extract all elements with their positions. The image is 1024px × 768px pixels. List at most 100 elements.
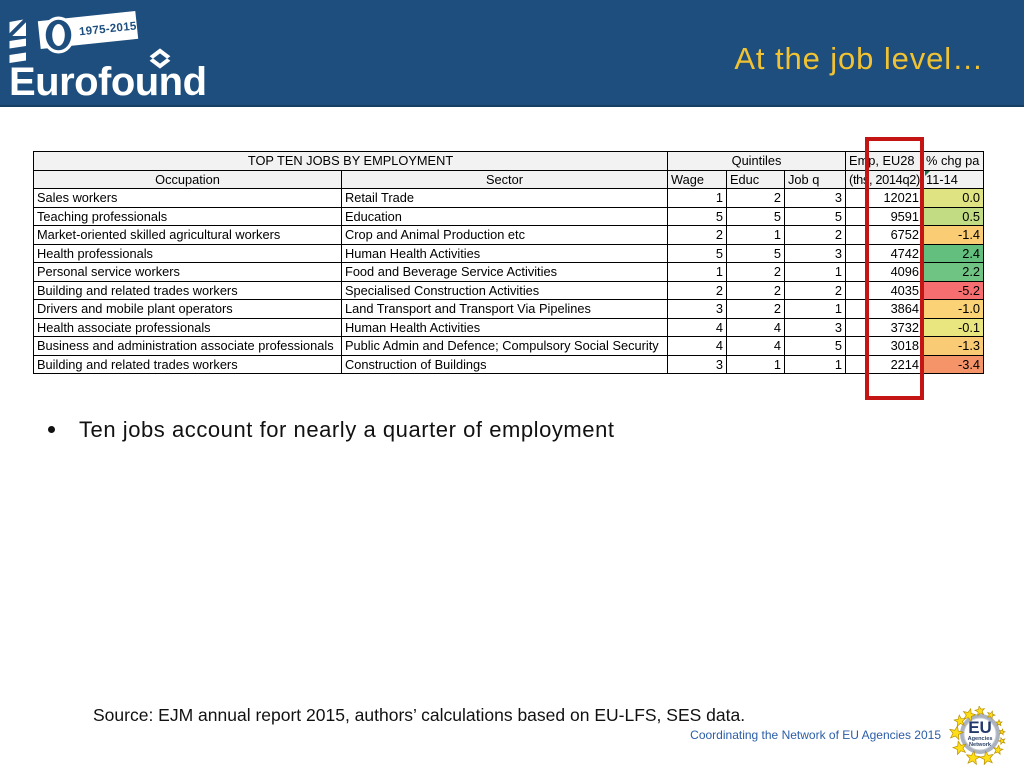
occupation-cell: Sales workers	[33, 188, 342, 208]
employment-cell: 4096	[845, 262, 924, 282]
table-row: Building and related trades workers Speci…	[33, 280, 985, 300]
sector-cell: Construction of Buildings	[341, 354, 668, 374]
table-row: Health professionals Human Health Activit…	[33, 243, 985, 263]
jobq-quintile-cell: 3	[783, 317, 847, 337]
wage-quintile-cell: 5	[667, 206, 727, 226]
group-header: Quintiles	[666, 151, 847, 171]
table-row: Sales workers Retail Trade 1 2 3 12021 0.0	[33, 188, 985, 208]
eu-badge-subtext-2: Network	[969, 742, 992, 748]
employment-cell: 2214	[845, 354, 924, 374]
column-header: Occupation	[33, 169, 342, 189]
column-header: 11-14	[922, 169, 985, 189]
jobq-quintile-cell: 1	[783, 299, 847, 319]
jobq-quintile-cell: 5	[783, 206, 847, 226]
column-header: Sector	[341, 169, 668, 189]
employment-cell: 3018	[845, 336, 924, 356]
chg-pa-cell: -3.4	[922, 354, 985, 374]
chg-pa-cell: -5.2	[922, 280, 985, 300]
column-header: Job q	[783, 169, 847, 189]
occupation-cell: Business and administration associate pr…	[33, 336, 342, 356]
educ-quintile-cell: 2	[726, 188, 785, 208]
sector-cell: Crop and Animal Production etc	[341, 225, 668, 245]
group-header: % chg pa	[922, 151, 985, 171]
employment-cell: 4742	[845, 243, 924, 263]
table-row: Personal service workers Food and Beverag…	[33, 262, 985, 282]
eu-agencies-logo: EU Agencies Network	[948, 706, 1006, 766]
excel-flag-icon	[925, 170, 931, 176]
jobq-quintile-cell: 1	[783, 354, 847, 374]
table-row: Market-oriented skilled agricultural wor…	[33, 225, 985, 245]
footer-coordinating: Coordinating the Network of EU Agencies …	[690, 728, 941, 742]
header-band: 1975-2015 Eurofound At the	[0, 0, 1024, 107]
slide-title: At the job level…	[734, 41, 984, 76]
occupation-cell: Building and related trades workers	[33, 280, 342, 300]
employment-cell: 6752	[845, 225, 924, 245]
brand-name: Eurofound	[9, 60, 207, 104]
occupation-cell: Drivers and mobile plant operators	[33, 299, 342, 319]
wage-quintile-cell: 3	[667, 299, 727, 319]
chg-pa-cell: -1.4	[922, 225, 985, 245]
diamond-icon	[149, 48, 171, 69]
chg-pa-cell: 0.0	[922, 188, 985, 208]
bullet-text: Ten jobs account for nearly a quarter of…	[79, 417, 615, 442]
sector-cell: Land Transport and Transport Via Pipelin…	[341, 299, 668, 319]
occupation-cell: Health professionals	[33, 243, 342, 263]
educ-quintile-cell: 2	[726, 280, 785, 300]
wage-quintile-cell: 3	[667, 354, 727, 374]
jobq-quintile-cell: 2	[783, 225, 847, 245]
educ-quintile-cell: 1	[726, 354, 785, 374]
educ-quintile-cell: 2	[726, 299, 785, 319]
chg-pa-cell: 0.5	[922, 206, 985, 226]
sector-cell: Food and Beverage Service Activities	[341, 262, 668, 282]
chg-pa-cell: -1.3	[922, 336, 985, 356]
column-header: Wage	[667, 169, 727, 189]
group-header: TOP TEN JOBS BY EMPLOYMENT	[33, 151, 668, 171]
top-ten-jobs-table: TOP TEN JOBS BY EMPLOYMENT Quintiles Emp, …	[33, 151, 985, 374]
eu-badge-stars	[948, 706, 1006, 766]
table-area: TOP TEN JOBS BY EMPLOYMENT Quintiles Emp, …	[33, 137, 985, 400]
sector-cell: Education	[341, 206, 668, 226]
educ-quintile-cell: 5	[726, 206, 785, 226]
chg-pa-cell: 2.2	[922, 262, 985, 282]
table-row: Business and administration associate pr…	[33, 336, 985, 356]
bullet-line: Ten jobs account for nearly a quarter of…	[48, 417, 948, 443]
sector-cell: Retail Trade	[341, 188, 668, 208]
employment-cell: 3864	[845, 299, 924, 319]
eu-badge-text: EU	[968, 718, 992, 737]
sector-cell: Specialised Construction Activities	[341, 280, 668, 300]
wage-quintile-cell: 4	[667, 317, 727, 337]
chg-pa-cell: 2.4	[922, 243, 985, 263]
table-row: Health associate professionals Human Heal…	[33, 317, 985, 337]
sector-cell: Public Admin and Defence; Compulsory Soc…	[341, 336, 668, 356]
jobq-quintile-cell: 2	[783, 280, 847, 300]
wage-quintile-cell: 2	[667, 280, 727, 300]
jobq-quintile-cell: 5	[783, 336, 847, 356]
wage-quintile-cell: 1	[667, 188, 727, 208]
logo-numeral-0	[42, 16, 75, 54]
table-row: Building and related trades workers Const…	[33, 354, 985, 374]
occupation-cell: Building and related trades workers	[33, 354, 342, 374]
employment-cell: 4035	[845, 280, 924, 300]
occupation-cell: Teaching professionals	[33, 206, 342, 226]
educ-quintile-cell: 4	[726, 317, 785, 337]
eu-badge-subtext-1: Agencies	[968, 736, 993, 742]
logo-numeral-4	[5, 16, 30, 63]
column-header: Educ	[726, 169, 785, 189]
eurofound-logo: 1975-2015 Eurofound	[5, 10, 207, 104]
employment-cell: 9591	[845, 206, 924, 226]
jobq-quintile-cell: 3	[783, 188, 847, 208]
educ-quintile-cell: 1	[726, 225, 785, 245]
column-header: (ths, 2014q2)	[845, 169, 924, 189]
chg-pa-cell: -1.0	[922, 299, 985, 319]
educ-quintile-cell: 2	[726, 262, 785, 282]
chg-pa-cell: -0.1	[922, 317, 985, 337]
sector-cell: Human Health Activities	[341, 243, 668, 263]
wage-quintile-cell: 1	[667, 262, 727, 282]
table-row: Teaching professionals Education 5 5 5 9591 0.…	[33, 206, 985, 226]
employment-cell: 12021	[845, 188, 924, 208]
educ-quintile-cell: 5	[726, 243, 785, 263]
occupation-cell: Personal service workers	[33, 262, 342, 282]
wage-quintile-cell: 5	[667, 243, 727, 263]
occupation-cell: Health associate professionals	[33, 317, 342, 337]
